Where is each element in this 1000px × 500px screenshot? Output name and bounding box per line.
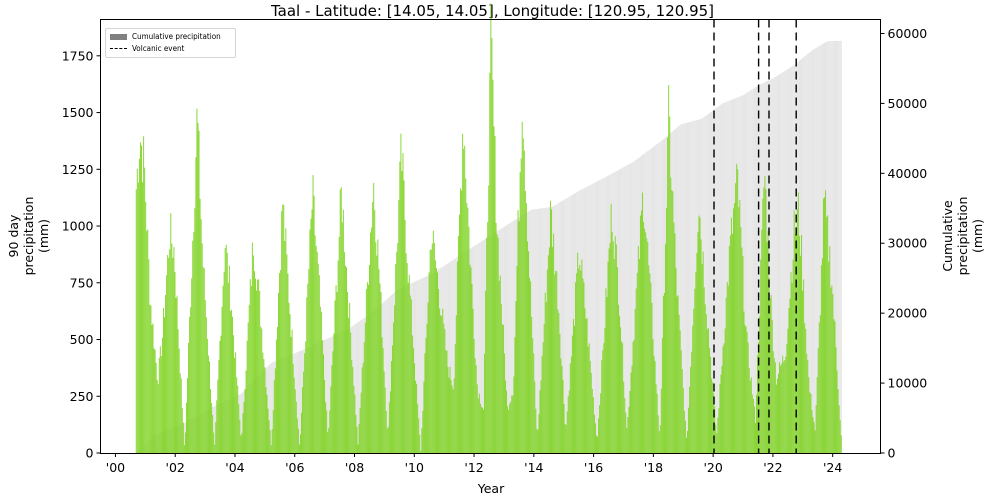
y-axis-right: 0 10000 20000 30000 40000 50000 60000 [880, 26, 928, 461]
x-tick-label: '06 [285, 460, 304, 475]
y-tick-label: 500 [70, 332, 94, 347]
y2-tick-label: 50000 [888, 96, 928, 111]
legend-item-volcanic: Volcanic event [110, 43, 184, 55]
x-tick-label: '14 [524, 460, 543, 475]
x-tick-label: '20 [703, 460, 722, 475]
precipitation-bars [135, 3, 842, 454]
volcanic-event-lines [713, 19, 797, 453]
y2-tick-label: 30000 [888, 236, 928, 251]
x-tick-label: '02 [166, 460, 185, 475]
y-tick-label: 750 [70, 275, 94, 290]
legend-item-cumulative: Cumulative precipitation [110, 31, 221, 43]
dashed-line-icon [110, 48, 127, 49]
legend: Cumulative precipitation Volcanic event [105, 28, 236, 58]
axes-frame [100, 19, 881, 454]
x-tick-label: '00 [106, 460, 125, 475]
y-axis-label: 90 dayprecipitation(mm) [6, 197, 51, 276]
x-tick-label: '18 [644, 460, 663, 475]
x-tick-label: '16 [584, 460, 603, 475]
y2-tick-label: 0 [888, 446, 896, 461]
svg-text:90 dayprecipitation(mm): 90 dayprecipitation(mm) [6, 197, 51, 276]
x-axis-label: Year [477, 481, 505, 496]
x-tick-label: '24 [823, 460, 842, 475]
y-tick-label: 1000 [62, 219, 94, 234]
y-tick-label: 1250 [62, 162, 94, 177]
y2-axis-label: Cumulativeprecipitation(mm) [940, 197, 985, 276]
y-tick-label: 250 [70, 389, 94, 404]
y-tick-label: 1500 [62, 105, 94, 120]
gray-patch-icon [110, 33, 127, 40]
y2-tick-label: 20000 [888, 306, 928, 321]
x-tick-label: '10 [405, 460, 424, 475]
x-tick-label: '08 [345, 460, 364, 475]
chart-title: Taal - Latitude: [14.05, 14.05], Longitu… [270, 2, 715, 20]
x-tick-label: '04 [225, 460, 244, 475]
x-tick-label: '22 [763, 460, 782, 475]
y-axis-left: 0 250 500 750 1000 1250 1500 1750 [62, 48, 101, 461]
y-tick-label: 1750 [62, 48, 94, 63]
y2-tick-label: 60000 [888, 26, 928, 41]
x-axis: '00 '02 '04 '06 '08 '10 '12 '14 '16 '18 '20 '22 '24 [106, 453, 842, 475]
y2-tick-label: 40000 [888, 166, 928, 181]
y-tick-label: 0 [86, 446, 94, 461]
svg-text:Cumulativeprecipitation(mm): Cumulativeprecipitation(mm) [940, 197, 985, 276]
y2-tick-label: 10000 [888, 376, 928, 391]
x-tick-label: '12 [464, 460, 483, 475]
